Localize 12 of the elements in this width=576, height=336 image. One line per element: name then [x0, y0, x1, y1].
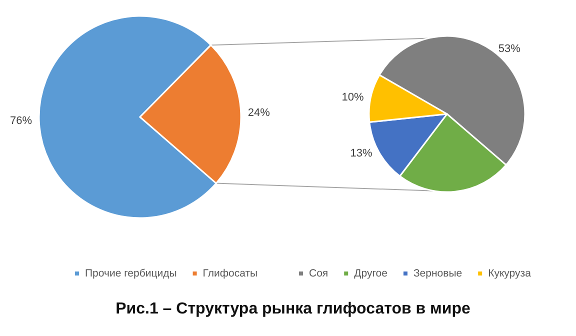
data-label: 24%	[248, 107, 270, 120]
legend-label: Другое	[354, 268, 388, 280]
legend-label: Кукуруза	[488, 268, 532, 280]
legend-label: Зерновые	[413, 268, 462, 280]
data-label: 10%	[342, 91, 364, 104]
data-label: 53%	[498, 42, 521, 55]
legend-label: Прочие гербициды	[85, 268, 177, 280]
legend-label: Соя	[309, 268, 328, 280]
data-label: 76%	[10, 114, 32, 127]
data-label: 13%	[350, 147, 373, 160]
legend-label: Глифосаты	[202, 268, 258, 280]
text: Рис.1 – Структура рынка глифосатов в мире	[116, 300, 470, 318]
